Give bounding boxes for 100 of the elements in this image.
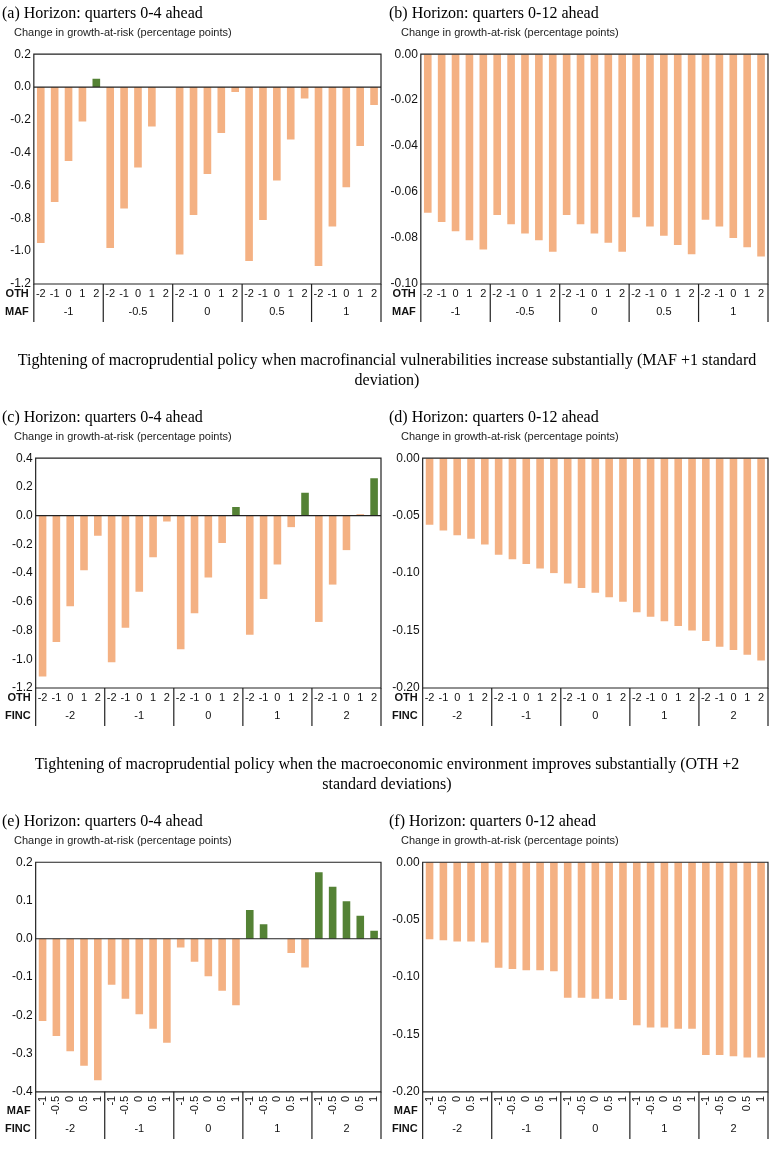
y-axis-title: Change in growth-at-risk (percentage points) <box>400 429 620 444</box>
x-tick-label: -1 <box>714 691 725 704</box>
x-tick-label: 0.5 <box>146 1095 159 1112</box>
text: 0 <box>591 305 598 318</box>
x-tick-label: 1 <box>477 1095 490 1102</box>
x-tick-label: 0 <box>591 287 598 300</box>
x-tick-label: 1 <box>218 287 225 300</box>
x-tick-label: -1 <box>119 287 129 300</box>
text: FINC <box>392 1121 418 1134</box>
x-tick-label: -2 <box>313 287 324 300</box>
x-tick-label: -1 <box>629 1095 642 1106</box>
y-tick-label: 0.00 <box>394 46 419 61</box>
x-tick-label: -1 <box>327 691 338 704</box>
y-tick-label: 0.2 <box>16 854 33 869</box>
y-tick-label: -0.6 <box>11 594 33 609</box>
text: 1 <box>343 305 350 318</box>
x-tick-label: 0.5 <box>602 1095 615 1112</box>
y-tick-label: -0.6 <box>10 177 32 192</box>
x-tick-label: -0.5 <box>505 1095 518 1115</box>
x-tick-label: 0 <box>519 1095 532 1102</box>
x-tick-label: 1 <box>287 287 294 300</box>
y-tick-label: -0.05 <box>392 507 420 522</box>
x-tick-label: -1 <box>104 1095 117 1106</box>
y-tick-label: -1.0 <box>11 651 33 666</box>
y-tick-label: -0.05 <box>392 911 420 926</box>
x-tick-label: -2 <box>106 691 117 704</box>
x-tick-label: 0 <box>134 287 142 300</box>
x-tick-label: 2 <box>688 287 695 300</box>
y-axis-title: Change in growth-at-risk (percentage points) <box>13 429 233 444</box>
text: 2 <box>730 709 737 722</box>
x-tick-label: 2 <box>550 691 557 704</box>
x-tick-label: -1 <box>188 287 199 300</box>
text: -1 <box>521 709 532 722</box>
x-tick-label: 0 <box>657 1095 670 1102</box>
x-tick-label: 0 <box>592 691 599 704</box>
x-tick-label: -1 <box>189 691 200 704</box>
text: OTH <box>392 287 416 300</box>
x-tick-label: 2 <box>301 287 308 300</box>
y-tick-label: -0.10 <box>392 565 420 580</box>
x-tick-label: -2 <box>700 287 711 300</box>
x-tick-label: -0.5 <box>574 1095 587 1115</box>
text: FINC <box>391 709 418 722</box>
text: 2 <box>730 1121 737 1134</box>
y-tick-label: -0.08 <box>390 230 419 245</box>
x-tick-label: -0.5 <box>118 1095 131 1115</box>
x-tick-label: 2 <box>301 691 309 704</box>
x-tick-label: 0 <box>521 287 529 300</box>
y-tick-label: -0.4 <box>10 145 32 159</box>
text: OTH <box>5 287 29 300</box>
x-tick-label: -1 <box>645 287 655 300</box>
chart-subtitle: Tightening of macroprudential policy when the macroeconomic environment improves substantially (OTH +2 standard deviations) <box>33 754 741 794</box>
x-tick-label: 0.5 <box>353 1095 366 1112</box>
y-axis-title: Change in growth-at-risk (percentage points) <box>13 25 233 40</box>
x-tick-label: -1 <box>491 1095 504 1106</box>
x-tick-label: 1 <box>675 691 682 704</box>
x-tick-label: -2 <box>244 287 254 300</box>
x-tick-label: 0 <box>339 1095 352 1102</box>
text: 1 <box>661 1121 668 1134</box>
x-tick-label: -1 <box>49 287 60 300</box>
x-tick-label: -1 <box>438 691 449 704</box>
x-tick-label: 0.5 <box>77 1095 90 1112</box>
chart-title: (c) Horizon: quarters 0-4 ahead <box>1 407 204 428</box>
y-tick-label: -0.8 <box>10 210 32 225</box>
text: MAF <box>393 1103 418 1116</box>
x-tick-label: 0 <box>730 287 737 300</box>
x-tick-label: 1 <box>367 1095 380 1102</box>
text: -1 <box>63 305 74 318</box>
x-tick-label: -2 <box>244 691 255 704</box>
y-tick-label: 0.4 <box>15 450 33 465</box>
x-tick-label: -1 <box>51 691 62 704</box>
chart-title: (d) Horizon: quarters 0-12 ahead <box>388 407 600 428</box>
x-tick-label: 0 <box>343 691 350 704</box>
x-tick-label: 0 <box>343 287 350 300</box>
x-tick-label: -2 <box>105 287 116 300</box>
x-tick-label: 1 <box>537 691 544 704</box>
x-tick-label: -0.5 <box>187 1095 200 1115</box>
x-tick-label: -2 <box>37 691 48 704</box>
y-axis-title: Change in growth-at-risk (percentage points) <box>400 25 620 40</box>
x-tick-label: 1 <box>606 691 613 704</box>
x-tick-label: -1 <box>560 1095 573 1106</box>
x-tick-label: -2 <box>174 287 185 300</box>
text: 0.5 <box>656 305 672 318</box>
x-tick-label: -2 <box>631 287 641 300</box>
x-tick-label: -1 <box>576 691 587 704</box>
x-tick-label: -0.5 <box>436 1095 449 1115</box>
x-tick-label: -1 <box>242 1095 255 1106</box>
x-tick-label: -2 <box>175 691 186 704</box>
chart-title: (b) Horizon: quarters 0-12 ahead <box>388 3 600 24</box>
x-tick-label: -0.5 <box>643 1095 656 1115</box>
x-tick-label: -1 <box>714 287 725 300</box>
text: FINC <box>4 709 31 722</box>
x-tick-label: 1 <box>90 1095 103 1102</box>
x-tick-label: 1 <box>80 691 88 704</box>
x-tick-label: -2 <box>492 287 503 300</box>
x-tick-label: 0 <box>132 1095 145 1102</box>
x-tick-label: 0.5 <box>671 1095 684 1112</box>
x-tick-label: 1 <box>298 1095 311 1102</box>
y-tick-label: 0.1 <box>16 892 33 907</box>
x-tick-label: -1 <box>506 287 516 300</box>
text: 1 <box>274 1121 281 1134</box>
